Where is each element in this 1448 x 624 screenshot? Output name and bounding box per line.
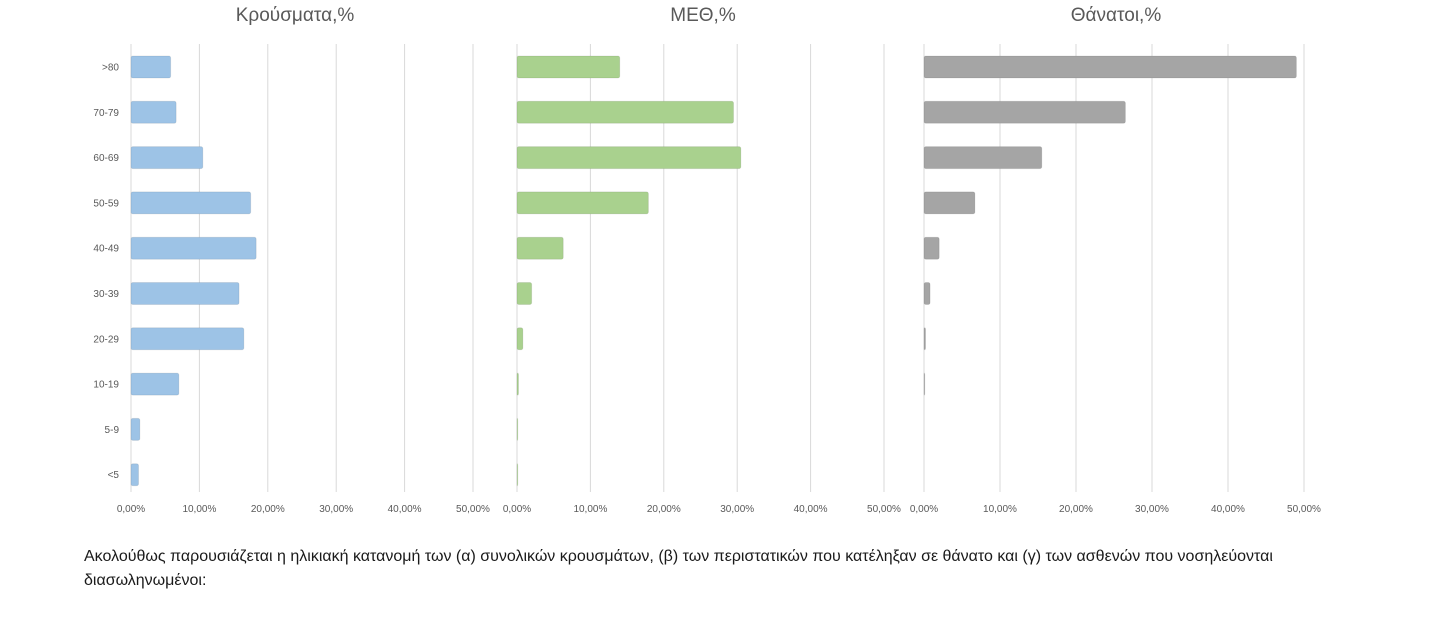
bar bbox=[923, 236, 940, 260]
x-tick-label: 20,00% bbox=[251, 504, 285, 515]
bar bbox=[923, 191, 976, 215]
panel-title: Κρούσματα,% bbox=[236, 5, 355, 26]
bar bbox=[923, 372, 926, 396]
bar bbox=[516, 146, 742, 170]
x-tick-label: 50,00% bbox=[1287, 504, 1321, 515]
x-tick-label: 30,00% bbox=[1135, 504, 1169, 515]
bar bbox=[516, 55, 621, 79]
x-tick-label: 20,00% bbox=[1059, 504, 1093, 515]
x-tick-label: 40,00% bbox=[388, 504, 422, 515]
bar bbox=[923, 327, 927, 351]
bar bbox=[130, 463, 140, 487]
y-category-label: 20-29 bbox=[93, 334, 119, 345]
x-tick-label: 30,00% bbox=[720, 504, 754, 515]
bar bbox=[130, 191, 252, 215]
bar bbox=[923, 55, 1297, 79]
x-tick-label: 0,00% bbox=[117, 504, 145, 515]
y-category-label: 5-9 bbox=[105, 425, 120, 436]
x-tick-label: 20,00% bbox=[647, 504, 681, 515]
bar bbox=[516, 417, 519, 441]
bar bbox=[130, 327, 245, 351]
x-tick-label: 10,00% bbox=[182, 504, 216, 515]
bar bbox=[516, 282, 533, 305]
y-category-label: 40-49 bbox=[93, 244, 119, 255]
y-category-label: 30-39 bbox=[93, 289, 119, 300]
caption-paragraph: Ακολούθως παρουσιάζεται η ηλικιακή καταν… bbox=[84, 548, 1273, 589]
bar bbox=[516, 463, 519, 487]
bar bbox=[516, 327, 524, 351]
bar bbox=[130, 236, 257, 260]
y-category-label: 60-69 bbox=[93, 153, 119, 164]
bar bbox=[130, 100, 177, 124]
bar bbox=[516, 236, 564, 260]
bar bbox=[923, 282, 931, 305]
x-tick-label: 10,00% bbox=[573, 504, 607, 515]
bar bbox=[516, 100, 735, 124]
x-tick-label: 0,00% bbox=[503, 504, 531, 515]
x-tick-label: 50,00% bbox=[867, 504, 901, 515]
chart-area: 0,00% 10,00% 20,00% 30,00% 40,00% 50,00% Κρούσ… bbox=[93, 5, 1321, 515]
x-tick-label: 30,00% bbox=[319, 504, 353, 515]
y-category-label: <5 bbox=[108, 470, 120, 481]
x-tick-label: 0,00% bbox=[910, 504, 938, 515]
panel-title: Θάνατοι,% bbox=[1071, 5, 1162, 26]
y-category-label: 10-19 bbox=[93, 380, 119, 391]
x-tick-label: 10,00% bbox=[983, 504, 1017, 515]
x-tick-label: 40,00% bbox=[794, 504, 828, 515]
bar bbox=[130, 372, 180, 396]
bar bbox=[516, 191, 649, 215]
charts-svg: 0,00% 10,00% 20,00% 30,00% 40,00% 50,00% Κρούσ… bbox=[93, 5, 1321, 515]
bar bbox=[130, 282, 240, 305]
x-tick-label: 50,00% bbox=[456, 504, 490, 515]
bar bbox=[923, 146, 1043, 170]
bar bbox=[130, 55, 172, 79]
bar bbox=[130, 417, 141, 441]
x-tick-label: 40,00% bbox=[1211, 504, 1245, 515]
y-category-label: >80 bbox=[102, 63, 119, 74]
y-category-label: 50-59 bbox=[93, 198, 119, 209]
y-category-label: 70-79 bbox=[93, 108, 119, 119]
bar bbox=[923, 100, 1126, 124]
bar bbox=[516, 372, 519, 396]
bar bbox=[130, 146, 204, 170]
panel-title: ΜΕΘ,% bbox=[670, 5, 736, 26]
